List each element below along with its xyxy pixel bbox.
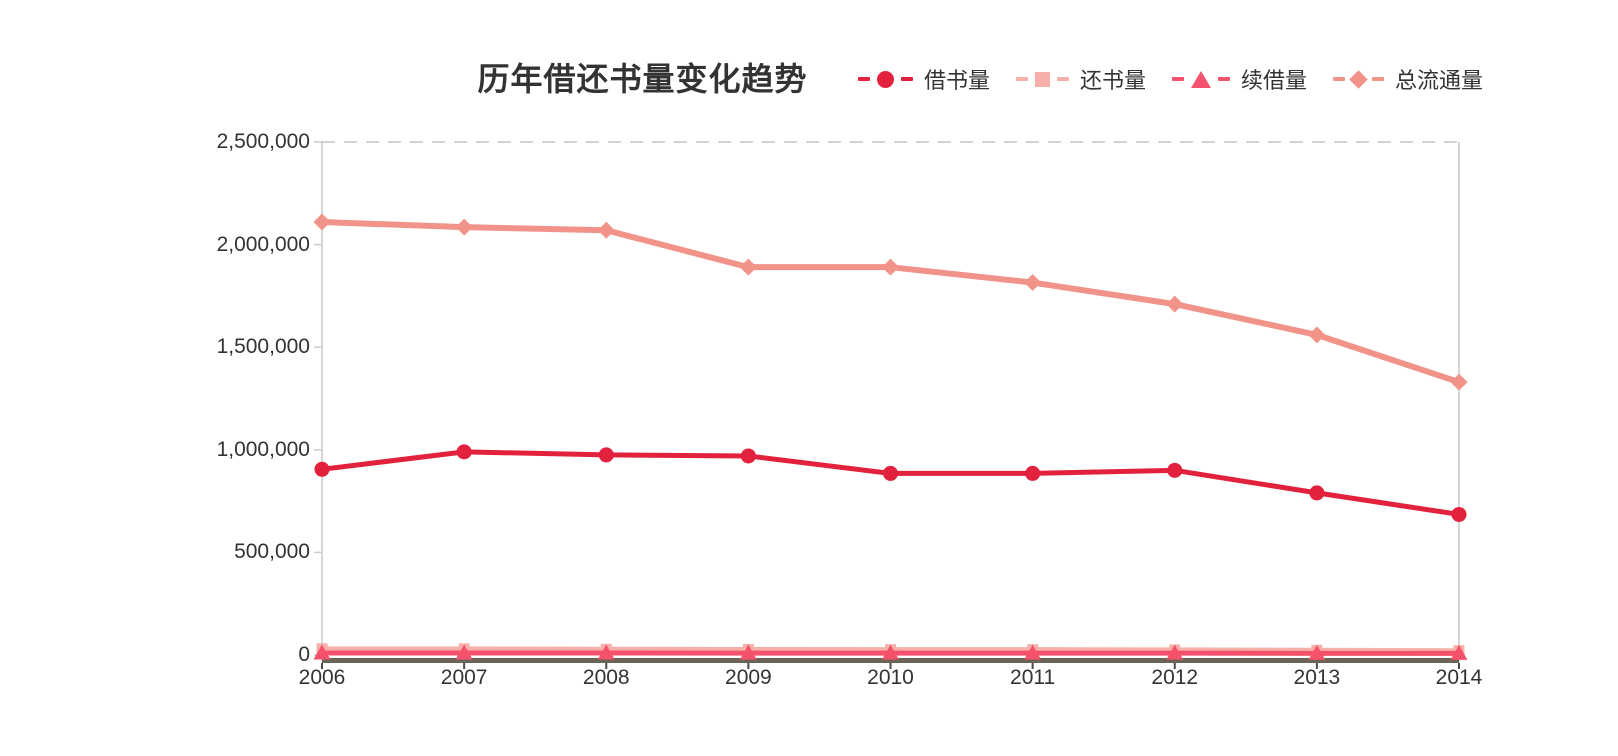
renew-marker-2011[interactable] [1024, 644, 1042, 660]
borrow-marker-2006[interactable] [314, 461, 330, 477]
borrow-marker-2011[interactable] [1025, 465, 1041, 481]
x-axis-label-2009: 2009 [725, 666, 772, 689]
chart-title: 历年借还书量变化趋势 [477, 61, 808, 97]
legend-dash [1218, 77, 1231, 81]
y-axis-label-0: 0 [298, 643, 310, 666]
legend-dash [901, 77, 913, 81]
legend-dash [1172, 77, 1185, 81]
x-axis-label-2008: 2008 [582, 666, 630, 689]
x-axis-label-2013: 2013 [1293, 666, 1341, 689]
total-marker-2006[interactable] [313, 213, 331, 231]
borrow-marker-2007[interactable] [456, 444, 472, 460]
x-axis-label-2012: 2012 [1151, 666, 1199, 689]
renew-triangle-icon [1191, 70, 1212, 88]
legend-label-return: 还书量 [1080, 68, 1147, 93]
legend-item-renew[interactable]: 续借量 [1172, 63, 1307, 95]
legend-dash [1372, 77, 1385, 81]
borrow-marker-2008[interactable] [598, 447, 614, 463]
legend-label-borrow: 借书量 [924, 68, 991, 93]
legend-item-return[interactable]: 还书量 [1016, 63, 1146, 95]
borrow-marker-2010[interactable] [883, 465, 898, 481]
x-axis-label-2007: 2007 [440, 666, 488, 689]
total-diamond-icon [1349, 69, 1368, 89]
legend-item-borrow[interactable]: 借书量 [858, 63, 990, 95]
renew-marker-2009[interactable] [739, 644, 757, 660]
x-axis-label-2006: 2006 [298, 666, 346, 689]
legend-dash [1333, 77, 1346, 81]
legend-item-total[interactable]: 总流通量 [1333, 63, 1483, 95]
renew-marker-2014[interactable] [1450, 644, 1468, 660]
x-axis-label-2010: 2010 [867, 666, 914, 689]
total-marker-2011[interactable] [1024, 274, 1042, 292]
total-marker-2012[interactable] [1166, 295, 1184, 313]
renew-marker-2013[interactable] [1308, 644, 1326, 660]
legend-dash [858, 77, 870, 81]
total-marker-2007[interactable] [455, 218, 473, 236]
total-marker-2014[interactable] [1450, 373, 1468, 391]
total-marker-2010[interactable] [882, 258, 899, 276]
renew-marker-2006[interactable] [313, 644, 331, 660]
total-marker-2013[interactable] [1308, 326, 1326, 344]
borrow-circle-icon [877, 70, 894, 88]
renew-marker-2010[interactable] [882, 644, 899, 660]
legend-label-total: 总流通量 [1395, 68, 1484, 93]
borrow-marker-2009[interactable] [740, 448, 756, 464]
x-axis-label-2011: 2011 [1010, 666, 1056, 689]
x-axis-label-2014: 2014 [1435, 666, 1483, 689]
y-axis-label-500000: 500,000 [234, 540, 310, 564]
legend-dash [1057, 77, 1070, 81]
series-line-borrow [319, 449, 1462, 517]
y-axis-label-1500000: 1,500,000 [216, 335, 310, 359]
renew-marker-2007[interactable] [455, 644, 473, 660]
renew-marker-2008[interactable] [597, 644, 615, 660]
legend: 借书量 还书量 续借量 总流通量 [858, 63, 1483, 95]
y-axis-label-1000000: 1,000,000 [216, 437, 310, 461]
y-axis-label-2500000: 2,500,000 [216, 130, 310, 153]
legend-dash [1016, 77, 1029, 81]
renew-marker-2012[interactable] [1166, 644, 1184, 660]
y-axis-label-2000000: 2,000,000 [216, 232, 310, 256]
borrow-marker-2013[interactable] [1309, 485, 1325, 501]
return-square-icon [1035, 71, 1051, 87]
borrow-marker-2012[interactable] [1167, 462, 1183, 478]
total-marker-2008[interactable] [597, 221, 615, 239]
legend-label-renew: 续借量 [1241, 68, 1308, 93]
total-marker-2009[interactable] [739, 258, 757, 276]
series-line-total [319, 219, 1462, 386]
borrow-marker-2014[interactable] [1451, 506, 1467, 522]
